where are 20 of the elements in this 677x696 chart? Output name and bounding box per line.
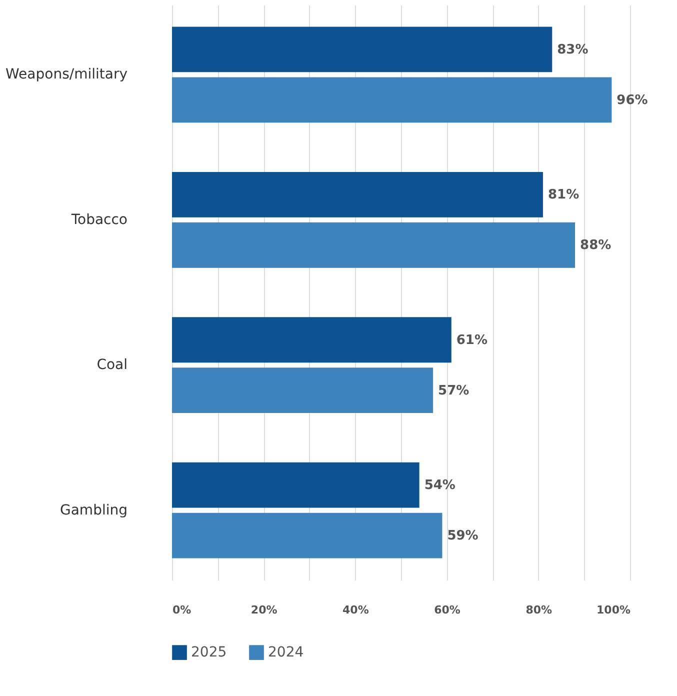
data-label: 59%: [447, 528, 478, 544]
data-label: 81%: [548, 188, 580, 203]
y-tick-label: Weapons/military: [6, 66, 128, 83]
legend-label: 2025: [191, 644, 227, 661]
x-tick-label: 0%: [172, 604, 192, 616]
data-label: 88%: [580, 238, 612, 254]
x-tick-label: 100%: [596, 604, 630, 616]
legend-label: 2024: [268, 644, 304, 661]
data-label: 54%: [424, 478, 456, 494]
data-label: 61%: [456, 332, 488, 348]
data-label: 83%: [557, 42, 588, 58]
y-tick-label: Coal: [96, 357, 128, 374]
y-tick-label: Tobacco: [70, 212, 128, 228]
x-tick-label: 40%: [342, 604, 369, 616]
x-tick-label: 60%: [434, 604, 460, 616]
x-tick-label: 80%: [526, 604, 552, 616]
data-label: 96%: [616, 92, 648, 108]
data-label: 57%: [438, 383, 470, 398]
y-tick-label: Gambling: [60, 502, 128, 518]
x-tick-label: 20%: [250, 604, 278, 616]
